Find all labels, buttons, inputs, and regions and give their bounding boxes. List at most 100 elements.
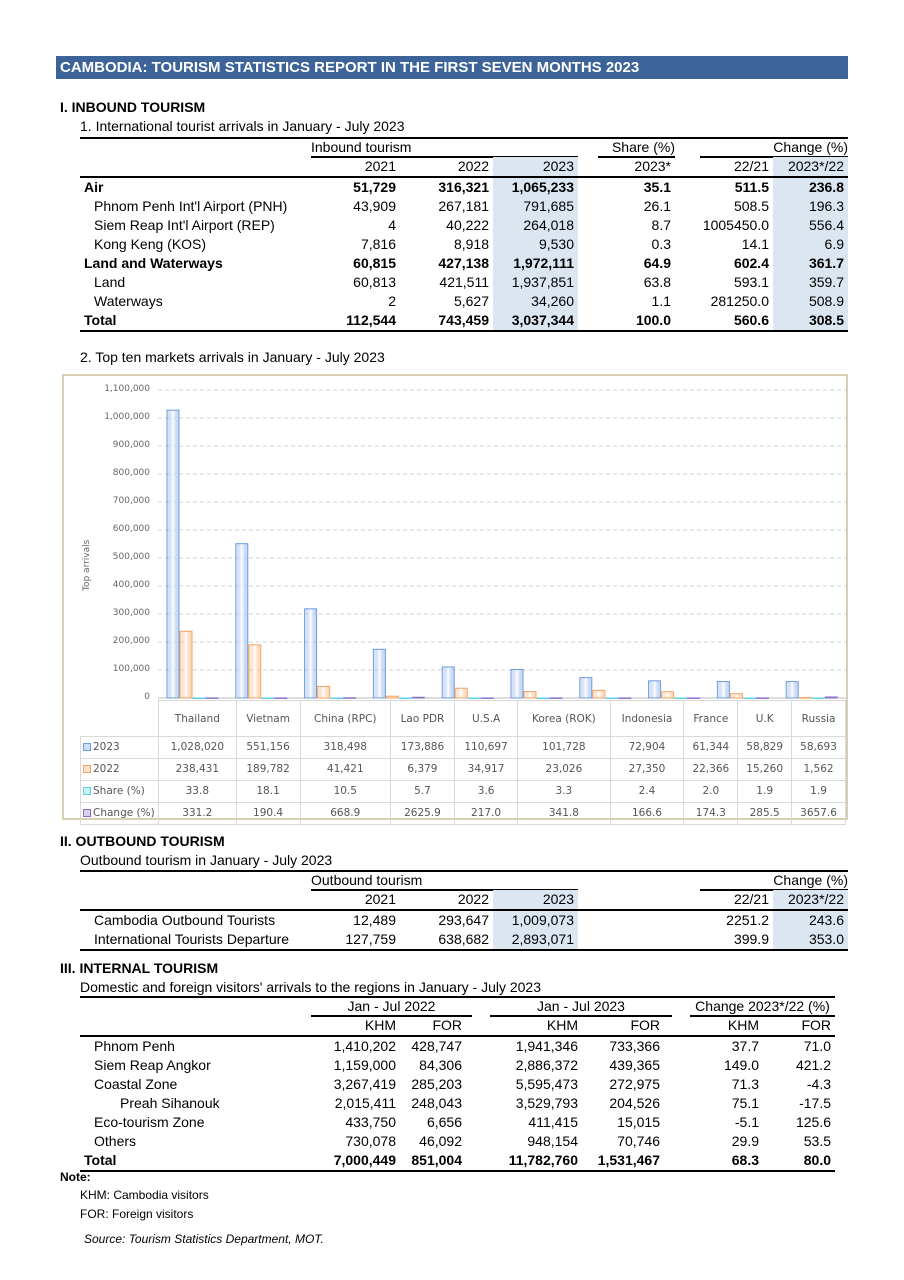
cell-value: 439,365: [609, 1057, 660, 1073]
cell-value: 51,729: [353, 179, 396, 195]
row-label: Coastal Zone: [94, 1076, 178, 1092]
bar-change--u-s-a: [480, 697, 494, 699]
bar-share--korea-rok-: [536, 697, 550, 699]
cell-value: 43,909: [353, 198, 396, 214]
table-row: Eco-tourism Zone 433,750 6,656 411,415 15,01…: [80, 1113, 835, 1132]
x-tick-label: China (RPC): [299, 700, 392, 737]
cell-value: 40,222: [446, 217, 489, 233]
y-tick-label: 900,000: [112, 440, 150, 450]
cell-value: 1,531,467: [597, 1152, 660, 1168]
column-header: KHM: [546, 1017, 578, 1033]
row-label: Kong Keng (KOS): [94, 236, 207, 252]
legend-swatch: [83, 743, 91, 751]
bar-share--thailand: [192, 697, 206, 699]
column-header: 2022: [457, 891, 489, 907]
cell-value: 743,459: [438, 312, 489, 328]
table-row: Land and Waterways 60,815 427,138 1,972,111…: [80, 254, 848, 273]
y-tick-label: 700,000: [112, 496, 150, 506]
row-label: Phnom Penh Int'l Airport (PNH): [94, 198, 288, 214]
header-row: KHM FOR KHM FOR KHM FOR: [80, 1016, 835, 1036]
column-header: FOR: [432, 1017, 462, 1033]
bar-2023-u-s-a: [441, 666, 455, 699]
chart-table-corner: [81, 701, 159, 737]
cell-value: 1005450.0: [702, 217, 769, 233]
cell-value: 6,656: [426, 1114, 462, 1130]
cell-value: 7,816: [360, 236, 396, 252]
cell-value: 411,415: [528, 1114, 578, 1130]
cell-value: 730,078: [345, 1133, 396, 1149]
column-header: KHM: [364, 1017, 396, 1033]
column-header: 2023: [493, 890, 578, 910]
row-label: Air: [84, 179, 104, 195]
legend-entry: 2022: [80, 758, 159, 781]
cell-value: 267,181: [438, 198, 489, 214]
cell-value: 204,526: [609, 1095, 660, 1111]
data-label: 3.3: [517, 780, 611, 803]
cell-value: 1,065,233: [493, 177, 578, 197]
cell-value: 7,000,449: [333, 1152, 396, 1168]
bar-change--vietnam: [274, 697, 288, 699]
cell-value: 1,972,111: [493, 254, 578, 273]
cell-value: 851,004: [411, 1152, 462, 1168]
cell-value: 68.3: [731, 1152, 759, 1168]
row-label: Total: [84, 1152, 117, 1168]
data-label: 1.9: [791, 780, 846, 803]
y-tick-label: 300,000: [112, 608, 150, 618]
column-header: 2023*: [634, 158, 671, 174]
row-label: Others: [94, 1133, 137, 1149]
data-label: 331.2: [158, 802, 237, 825]
bar-2022-thailand: [179, 630, 193, 699]
table-row: Siem Reap Int'l Airport (REP) 4 40,222 264,…: [80, 216, 848, 235]
column-header: 22/21: [733, 891, 769, 907]
cell-value: 53.5: [803, 1133, 831, 1149]
data-label: 551,156: [235, 736, 301, 759]
cell-value: -4.3: [806, 1076, 831, 1092]
cell-value: 2,893,071: [493, 930, 578, 950]
data-label: 2625.9: [390, 802, 455, 825]
cell-value: 0.3: [651, 236, 671, 252]
column-header: KHM: [727, 1017, 759, 1033]
bar-2023-indonesia: [579, 677, 593, 699]
bar-share--lao-pdr: [398, 697, 412, 699]
legend-swatch: [83, 765, 91, 773]
bar-2022-france: [661, 691, 675, 699]
data-label: 58,829: [737, 736, 793, 759]
cell-value: 75.1: [731, 1095, 759, 1111]
cell-value: 733,366: [609, 1038, 660, 1054]
bar-change--russia: [824, 696, 838, 699]
data-label: 318,498: [299, 736, 392, 759]
outbound-table: 2021 2022 2023 22/21 2023*/22 Cambodia Outbou…: [80, 890, 848, 951]
row-label: Eco-tourism Zone: [94, 1114, 205, 1130]
data-label: 58,693: [791, 736, 846, 759]
cell-value: 3,529,793: [515, 1095, 578, 1111]
cell-value: 948,154: [527, 1133, 578, 1149]
data-label: 61,344: [683, 736, 739, 759]
chart-category-row: Thailand Vietnam China (RPC) Lao PDR U.S.A Ko…: [81, 700, 846, 737]
cell-value: 281250.0: [710, 293, 769, 309]
cell-value: 34,260: [493, 292, 578, 311]
y-tick-label: 1,000,000: [104, 412, 150, 422]
cell-value: 508.9: [773, 292, 848, 311]
group-2023: Jan - Jul 2023: [490, 998, 672, 1017]
cell-value: 63.8: [643, 274, 671, 290]
bar-2022-vietnam: [248, 644, 262, 699]
cell-value: 421,511: [439, 274, 489, 290]
data-label: 668.9: [299, 802, 392, 825]
cell-value: 12,489: [353, 912, 396, 928]
group-inbound-tourism: Inbound tourism: [311, 139, 578, 158]
legend-entry: Change (%): [80, 802, 159, 825]
cell-value: 37.7: [731, 1038, 759, 1054]
group-change: Change (%): [700, 139, 848, 158]
x-tick-label: U.K: [737, 700, 793, 737]
data-label: 285.5: [737, 802, 793, 825]
data-label: 173,886: [390, 736, 455, 759]
y-tick-label: 100,000: [112, 664, 150, 674]
row-label: Preah Sihanouk: [120, 1095, 220, 1111]
legend-entry: Share (%): [80, 780, 159, 803]
data-label: 190.4: [235, 802, 301, 825]
table-row: Kong Keng (KOS) 7,816 8,918 9,530 0.3 14.1 6.9: [80, 235, 848, 254]
bar-share--russia: [811, 697, 825, 699]
cell-value: 14.1: [741, 236, 769, 252]
y-tick-label: 600,000: [112, 524, 150, 534]
cell-value: 29.9: [731, 1133, 759, 1149]
